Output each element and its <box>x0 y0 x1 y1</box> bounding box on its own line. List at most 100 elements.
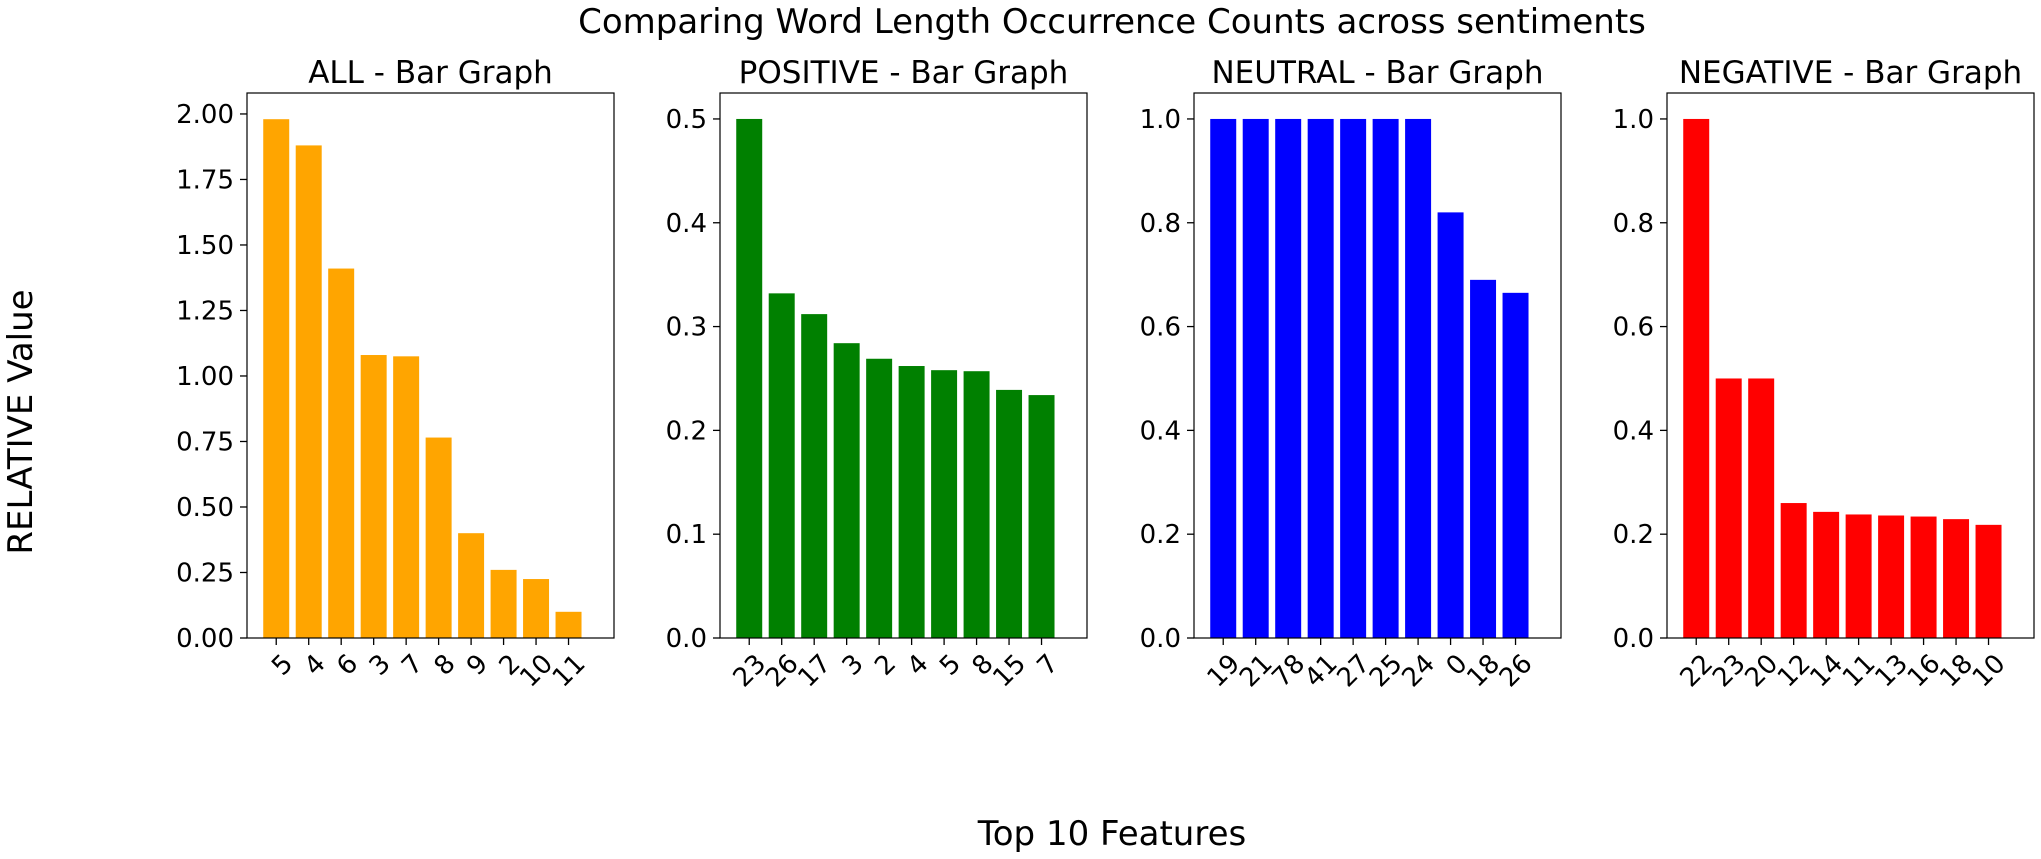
bar <box>736 118 763 638</box>
axes-frame <box>719 92 1088 639</box>
bar <box>1683 118 1710 638</box>
x-tick-label: 6 <box>331 649 364 682</box>
y-tick-label: 0.6 <box>1140 313 1181 343</box>
y-tick-label: 0.4 <box>1140 416 1181 446</box>
bar <box>555 611 582 638</box>
y-tick-label: 0.4 <box>666 209 707 239</box>
bar <box>833 343 860 638</box>
y-tick-label: 0.2 <box>666 416 707 446</box>
panel-1: POSITIVE - Bar Graph 0.0 0.1 0.2 0.3 0.4 0.5 23… <box>666 55 1088 694</box>
panel-title: POSITIVE - Bar Graph <box>739 55 1069 91</box>
panel-title: ALL - Bar Graph <box>308 55 553 91</box>
bar <box>393 356 420 638</box>
x-tick-label: 2 <box>869 649 902 682</box>
bar <box>1242 118 1269 638</box>
bar <box>1878 515 1905 638</box>
bar <box>1028 395 1055 638</box>
bar <box>328 268 355 638</box>
bar <box>1307 118 1334 638</box>
bar <box>1975 524 2002 638</box>
bar <box>490 569 517 638</box>
figure-ylabel: RELATIVE Value <box>1 289 41 554</box>
x-tick-label: 15 <box>987 649 1032 694</box>
axes-frame <box>1193 92 1562 639</box>
bar <box>1470 279 1497 638</box>
x-tick-label: 17 <box>793 649 838 694</box>
bar <box>931 370 958 638</box>
y-tick-label: 1.50 <box>176 231 234 261</box>
y-tick-label: 0.25 <box>176 558 234 588</box>
x-tick-label: 3 <box>364 649 397 682</box>
bar <box>458 533 485 638</box>
bar <box>1910 516 1937 638</box>
bar <box>1748 378 1775 638</box>
y-tick-label: 1.75 <box>176 165 234 195</box>
x-tick-label: 4 <box>299 649 332 682</box>
x-tick-label: 3 <box>837 649 870 682</box>
x-tick-label: 11 <box>547 649 592 694</box>
bar <box>425 437 452 638</box>
panel-3: NEGATIVE - Bar Graph0.00.20.40.60.81.022… <box>1613 55 2035 694</box>
panel-title: NEUTRAL - Bar Graph <box>1211 55 1543 91</box>
y-tick-label: 0.00 <box>176 624 234 654</box>
y-tick-label: 0.5 <box>666 105 707 135</box>
bar <box>295 145 322 638</box>
y-tick-label: 2.00 <box>176 100 234 130</box>
bar <box>523 579 550 638</box>
bar <box>801 314 828 638</box>
x-tick-label: 8 <box>429 649 462 682</box>
y-tick-label: 1.0 <box>1613 105 1654 135</box>
bar <box>1813 511 1840 638</box>
axes-frame <box>246 92 615 639</box>
y-tick-label: 0.50 <box>176 493 234 523</box>
figure-xlabel: Top 10 Features <box>977 814 1246 854</box>
x-tick-label: 5 <box>934 649 967 682</box>
y-tick-label: 0.0 <box>666 624 707 654</box>
bar <box>768 293 795 638</box>
bar <box>996 389 1023 638</box>
y-tick-label: 0.3 <box>666 313 707 343</box>
x-tick-label: 4 <box>902 649 935 682</box>
panel-0: ALL - Bar Graph 0.00 0.25 0.50 0.75 1.00 1.25 1… <box>176 55 615 694</box>
x-tick-label: 26 <box>1494 649 1539 694</box>
y-tick-label: 0.0 <box>1140 624 1181 654</box>
bar <box>963 371 990 638</box>
y-tick-label: 0.1 <box>666 520 707 550</box>
bar <box>1372 118 1399 638</box>
bar <box>1780 503 1807 638</box>
y-tick-label: 0.6 <box>1613 313 1654 343</box>
x-tick-label: 9 <box>461 649 494 682</box>
bar <box>1715 378 1742 638</box>
bar <box>1943 519 1970 638</box>
panels: ALL - Bar Graph0.000.250.500.751.001.251… <box>176 55 2035 694</box>
y-tick-label: 1.00 <box>176 362 234 392</box>
panel-2: NEUTRAL - Bar Graph0.00.20.40.60.81.0192… <box>1140 55 1562 694</box>
x-tick-label: 24 <box>1396 649 1441 694</box>
y-tick-label: 0.2 <box>1140 520 1181 550</box>
bar <box>1502 292 1529 638</box>
bar <box>898 366 925 638</box>
figure-title: Comparing Word Length Occurrence Counts … <box>578 2 1646 42</box>
axes-frame <box>1666 92 2035 639</box>
bar <box>1437 212 1464 638</box>
y-tick-label: 1.0 <box>1140 105 1181 135</box>
y-tick-label: 0.0 <box>1613 624 1654 654</box>
y-tick-label: 0.8 <box>1613 209 1654 239</box>
bar <box>263 119 290 639</box>
x-tick-label: 5 <box>266 649 299 682</box>
bar <box>1210 118 1237 638</box>
bar <box>1340 118 1367 638</box>
x-tick-label: 10 <box>1967 649 2012 694</box>
y-tick-label: 1.25 <box>176 296 234 326</box>
x-tick-label: 7 <box>396 649 429 682</box>
bar <box>1405 118 1432 638</box>
y-tick-label: 0.4 <box>1613 416 1654 446</box>
y-tick-label: 0.8 <box>1140 209 1181 239</box>
bar <box>866 358 893 638</box>
bar <box>1845 514 1872 638</box>
panel-title: NEGATIVE - Bar Graph <box>1679 55 2022 91</box>
y-tick-label: 0.75 <box>176 427 234 457</box>
x-tick-label: 7 <box>1032 649 1065 682</box>
